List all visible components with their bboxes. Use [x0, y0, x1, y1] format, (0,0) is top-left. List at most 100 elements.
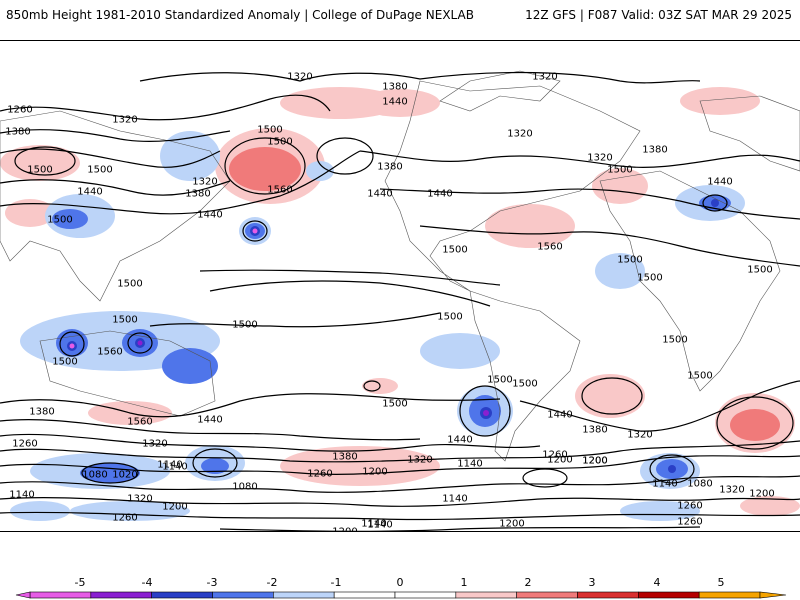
colorbar-min-arrow	[15, 591, 31, 599]
negative-anomaly-area	[306, 161, 334, 181]
contour-label: 1140	[442, 494, 467, 505]
negative-anomaly-area	[420, 333, 500, 369]
contour-label: 1320	[112, 115, 137, 126]
positive-anomaly-area	[680, 87, 760, 115]
colorbar-tick-label: 0	[396, 576, 404, 589]
contour-label: 1500	[382, 399, 407, 410]
contour-label: 1440	[77, 187, 102, 198]
map-title: 850mb Height 1981-2010 Standardized Anom…	[6, 8, 474, 22]
contour-label: 1320	[627, 430, 652, 441]
contour-label: 1500	[232, 320, 257, 331]
contour-label: 1200	[547, 455, 572, 466]
contour-label: 1200	[582, 456, 607, 467]
positive-anomaly-area	[575, 374, 645, 418]
contour-label: 1320	[192, 177, 217, 188]
contour-label: 1380	[582, 425, 607, 436]
colorbar-segment	[577, 591, 639, 599]
contour-label: 1380	[642, 145, 667, 156]
colorbar-tick-label: -4	[141, 576, 153, 589]
contour-label: 1200	[499, 519, 524, 530]
contour-label: 1200	[332, 527, 357, 533]
contour-label: 1440	[197, 415, 222, 426]
colorbar-segment	[698, 591, 761, 599]
contour-label: 1020	[112, 470, 137, 481]
contour-label: 1500	[87, 165, 112, 176]
contour-label: 1500	[512, 379, 537, 390]
contour-label: 1140	[367, 520, 392, 531]
contour-label: 1500	[747, 265, 772, 276]
model-run-info: 12Z GFS | F087 Valid: 03Z SAT MAR 29 202…	[525, 8, 792, 22]
contour-label: 1260	[7, 105, 32, 116]
contour-label: 1500	[442, 245, 467, 256]
contour-label: 1500	[487, 375, 512, 386]
contour-label: 1320	[507, 129, 532, 140]
contour-label: 1320	[142, 439, 167, 450]
contour-label: 1320	[587, 153, 612, 164]
contour-label: 1140	[9, 490, 34, 501]
contour-label: 1380	[377, 162, 402, 173]
contour-label: 1260	[112, 513, 137, 524]
anomaly-colorbar: -5 -4 -3 -2 -1 0 1 2 3 4 5	[0, 570, 800, 600]
positive-anomaly-area	[740, 496, 800, 516]
contour-label: 1440	[367, 189, 392, 200]
contour-label: 1560	[97, 347, 122, 358]
colorbar-tick-label: 2	[524, 576, 532, 589]
contour-label: 1500	[47, 215, 72, 226]
colorbar-segment	[151, 591, 213, 599]
contour-label: 1500	[437, 312, 462, 323]
contour-label: 1260	[12, 439, 37, 450]
positive-anomaly-area	[485, 204, 575, 248]
colorbar-max-arrow	[759, 591, 787, 599]
contour-label: 1200	[362, 467, 387, 478]
negative-anomaly-area	[162, 348, 218, 384]
negative-anomaly-area	[201, 458, 229, 474]
colorbar-segment	[90, 591, 152, 599]
contour-label: 1500	[117, 279, 142, 290]
contour-label: 1380	[382, 82, 407, 93]
negative-anomaly-area	[52, 209, 88, 229]
negative-anomaly-area	[595, 253, 645, 289]
anomaly-map: 1320 1380 1320 1260 1380 1320 1500 1440 1500 1380…	[0, 40, 800, 532]
colorbar-segment	[394, 591, 457, 599]
contour-label: 1320	[127, 494, 152, 505]
contour-label: 1440	[447, 435, 472, 446]
contour-label: 1380	[29, 407, 54, 418]
positive-anomaly-area	[229, 147, 301, 191]
anomaly-shading	[0, 87, 800, 521]
contour-label: 1500	[617, 255, 642, 266]
header: 850mb Height 1981-2010 Standardized Anom…	[0, 0, 800, 30]
coastlines	[0, 70, 800, 462]
contour-label: 1380	[5, 127, 30, 138]
colorbar-tick-label: 3	[588, 576, 596, 589]
positive-anomaly-area	[592, 168, 648, 204]
contour-label: 1260	[677, 517, 702, 528]
contour-label: 1500	[112, 315, 137, 326]
colorbar-segment	[212, 591, 274, 599]
contour-label: 1560	[267, 185, 292, 196]
contour-label: 1260	[542, 450, 567, 461]
contour-label: 1500	[257, 125, 282, 136]
contour-label: 1440	[382, 97, 407, 108]
contour-label: 1320	[287, 72, 312, 83]
contour-label: 1380	[185, 189, 210, 200]
contour-label: 1080	[82, 470, 107, 481]
contour-label: 1500	[607, 165, 632, 176]
contour-label: 1500	[637, 273, 662, 284]
contour-label: 1560	[127, 417, 152, 428]
colorbar-segment	[455, 591, 517, 599]
positive-anomaly-area	[5, 199, 55, 227]
contour-label: 1500	[687, 371, 712, 382]
contour-label: 1140	[652, 479, 677, 490]
contour-label: 1080	[687, 479, 712, 490]
colorbar-tick-label: -1	[330, 576, 342, 589]
height-contours	[0, 71, 800, 531]
colorbar-segment	[638, 591, 700, 599]
positive-anomaly-area	[280, 446, 440, 486]
contour-label: 1140	[457, 459, 482, 470]
contour-label: 1080	[232, 482, 257, 493]
negative-anomaly-area	[10, 501, 70, 521]
contour-label: 1440	[547, 410, 572, 421]
colorbar-tick-label: 1	[460, 576, 468, 589]
contour-label: 1200	[749, 489, 774, 500]
